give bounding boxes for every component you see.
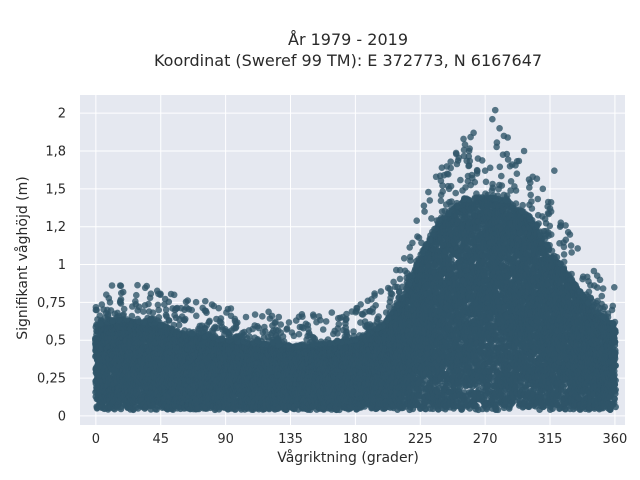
data-point	[117, 405, 125, 413]
chart-title-line-2: Koordinat (Sweref 99 TM): E 372773, N 61…	[154, 51, 542, 70]
data-points	[92, 106, 619, 414]
chart-title-line-1: År 1979 - 2019	[288, 30, 408, 49]
